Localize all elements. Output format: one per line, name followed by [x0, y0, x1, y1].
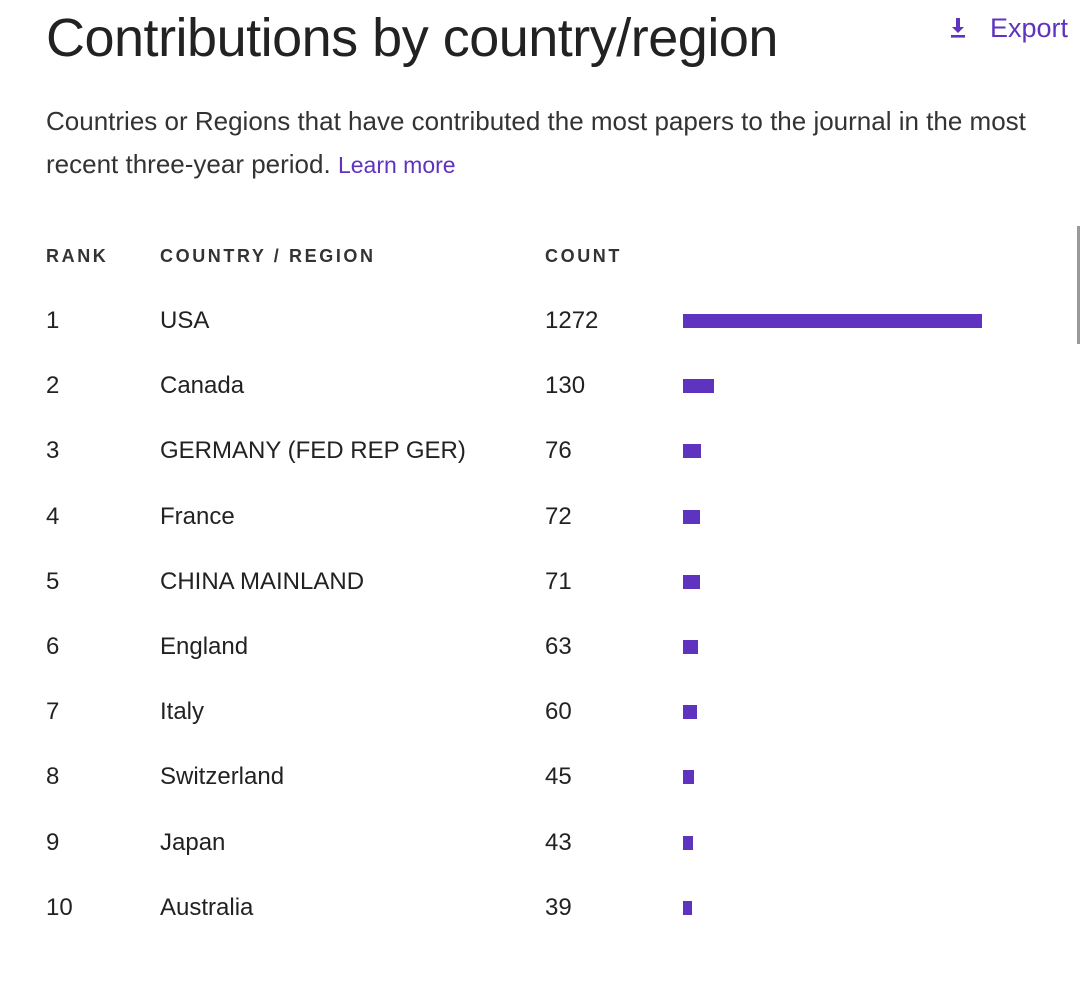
table-row: 9 Japan 43	[46, 813, 1066, 878]
country-cell: Australia	[160, 893, 254, 921]
table-header: RANK COUNTRY / REGION COUNT	[46, 240, 1066, 276]
count-cell: 130	[545, 372, 586, 400]
contributions-table: RANK COUNTRY / REGION COUNT 1 USA 1272 2…	[46, 240, 1066, 921]
rank-cell: 2	[46, 372, 60, 400]
rank-cell: 9	[46, 828, 60, 856]
description-text: Countries or Regions that have contribut…	[46, 106, 1026, 179]
export-label: Export	[989, 13, 1068, 43]
count-bar	[683, 379, 714, 394]
count-bar	[683, 900, 692, 915]
rank-cell: 7	[46, 698, 60, 726]
table-body: 1 USA 1272 2 Canada 130 3 GERMANY (FED R…	[46, 291, 1066, 943]
count-cell: 72	[545, 502, 572, 530]
rank-cell: 5	[46, 567, 60, 595]
page-title: Contributions by country/region	[46, 8, 778, 68]
column-header-rank: RANK	[46, 246, 109, 266]
count-bar	[683, 444, 701, 459]
rank-cell: 3	[46, 437, 60, 465]
count-bar	[683, 574, 700, 589]
country-cell: Switzerland	[160, 763, 285, 791]
table-row: 7 Italy 60	[46, 682, 1066, 747]
country-cell: USA	[160, 307, 210, 334]
table-row: 1 USA 1272	[46, 291, 1066, 356]
count-cell: 39	[545, 893, 572, 921]
count-bar	[683, 770, 694, 785]
rank-cell: 1	[46, 307, 60, 334]
count-cell: 63	[545, 632, 572, 660]
export-button[interactable]: Export	[948, 8, 1068, 48]
count-cell: 76	[545, 437, 572, 465]
country-cell: CHINA MAINLAND	[160, 567, 365, 595]
table-row: 4 France 72	[46, 487, 1066, 552]
count-bar	[683, 314, 982, 328]
learn-more-link[interactable]: Learn more	[337, 152, 456, 178]
country-cell: England	[160, 632, 249, 660]
scrollbar[interactable]	[1077, 226, 1080, 344]
country-cell: GERMANY (FED REP GER)	[160, 437, 466, 465]
count-cell: 71	[545, 567, 572, 595]
rank-cell: 10	[46, 893, 73, 921]
download-icon	[950, 18, 965, 38]
table-row: 2 Canada 130	[46, 356, 1066, 421]
country-cell: Italy	[160, 698, 205, 726]
country-cell: Canada	[160, 372, 245, 400]
count-cell: 45	[545, 763, 572, 791]
column-header-count: COUNT	[545, 246, 622, 266]
table-row: 8 Switzerland 45	[46, 747, 1066, 812]
count-cell: 60	[545, 698, 572, 726]
table-row: 5 CHINA MAINLAND 71	[46, 552, 1066, 617]
rank-cell: 4	[46, 502, 60, 530]
count-bar	[683, 639, 698, 654]
table-row: 10 Australia 39	[46, 878, 1066, 943]
description: Countries or Regions that have contribut…	[46, 100, 1046, 187]
count-cell: 1272	[545, 307, 599, 334]
country-cell: Japan	[160, 828, 226, 856]
count-cell: 43	[545, 828, 572, 856]
rank-cell: 6	[46, 632, 60, 660]
column-header-country: COUNTRY / REGION	[160, 246, 376, 266]
table-row: 6 England 63	[46, 617, 1066, 682]
table-row: 3 GERMANY (FED REP GER) 76	[46, 421, 1066, 486]
count-bar	[683, 835, 693, 850]
count-bar	[683, 705, 697, 720]
rank-cell: 8	[46, 763, 60, 791]
country-cell: France	[160, 502, 235, 530]
count-bar	[683, 509, 700, 524]
